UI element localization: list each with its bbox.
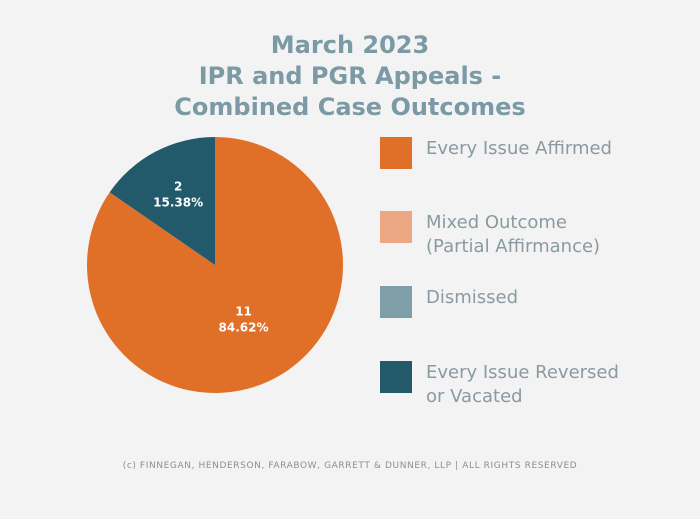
legend-swatch-dismissed [380, 286, 412, 318]
slice-count-label-0: 11 [235, 304, 252, 318]
legend-item-mixed: Mixed Outcome (Partial Affirmance) [380, 211, 666, 259]
legend-item-dismissed: Dismissed [380, 286, 666, 318]
slice-count-label-1: 2 [174, 180, 182, 194]
title-line-2: IPR and PGR Appeals - [198, 62, 502, 90]
legend-label-mixed: Mixed Outcome (Partial Affirmance) [426, 212, 601, 257]
chart-title: March 2023 IPR and PGR Appeals - Combine… [0, 30, 700, 123]
copyright-footer: (c) FINNEGAN, HENDERSON, FARABOW, GARRET… [122, 461, 578, 471]
legend-label-dismissed: Dismissed [426, 287, 519, 308]
title-line-3: Combined Case Outcomes [174, 93, 526, 121]
legend-swatch-mixed [380, 211, 412, 243]
legend-swatch-reversed [380, 361, 412, 393]
slice-percent-label-0: 84.62% [219, 320, 269, 334]
legend-swatch-affirmed [380, 137, 412, 169]
legend-item-reversed: Every Issue Reversed or Vacated [380, 361, 666, 409]
legend-label-reversed: Every Issue Reversed or Vacated [426, 362, 619, 407]
legend-item-affirmed: Every Issue Affirmed [380, 137, 666, 169]
pie-slice-1 [109, 137, 215, 265]
title-line-1: March 2023 [270, 31, 430, 59]
legend-label-affirmed: Every Issue Affirmed [426, 138, 612, 159]
slice-percent-label-1: 15.38% [153, 196, 203, 210]
